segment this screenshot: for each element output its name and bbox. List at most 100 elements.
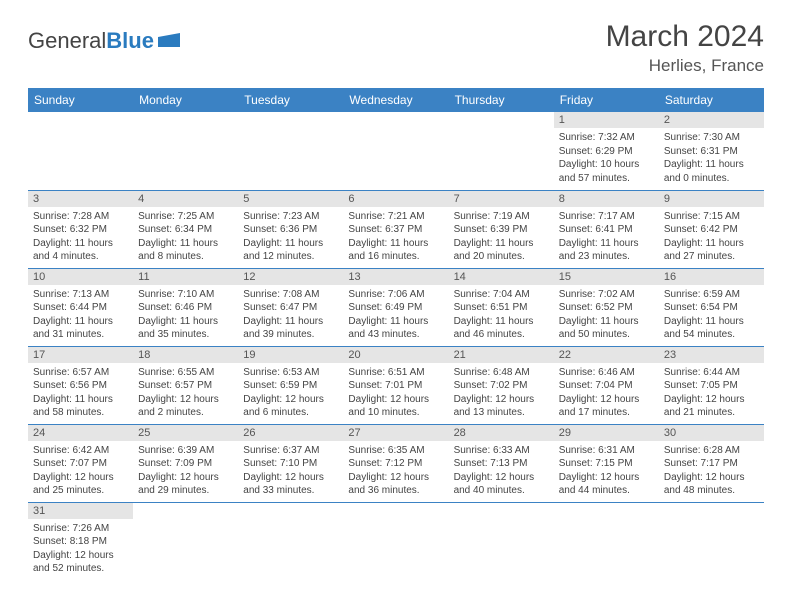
day-number: 9 (659, 191, 764, 207)
day-details: Sunrise: 6:51 AMSunset: 7:01 PMDaylight:… (343, 363, 448, 423)
day-detail-line: Daylight: 12 hours (664, 393, 759, 407)
day-number: 1 (554, 112, 659, 128)
day-details: Sunrise: 7:21 AMSunset: 6:37 PMDaylight:… (343, 207, 448, 267)
weekday-header: Saturday (659, 88, 764, 112)
day-detail-line: Sunset: 7:02 PM (454, 379, 549, 393)
day-detail-line: Sunrise: 6:35 AM (348, 444, 443, 458)
calendar-cell-empty (238, 502, 343, 580)
day-detail-line: Daylight: 12 hours (348, 471, 443, 485)
day-detail-line: Sunset: 7:15 PM (559, 457, 654, 471)
brand-part1: General (28, 28, 106, 53)
day-detail-line: Daylight: 10 hours (559, 158, 654, 172)
calendar-cell: 1Sunrise: 7:32 AMSunset: 6:29 PMDaylight… (554, 112, 659, 190)
day-detail-line: and 8 minutes. (138, 250, 233, 264)
day-detail-line: Sunset: 6:51 PM (454, 301, 549, 315)
day-detail-line: Sunset: 6:59 PM (243, 379, 338, 393)
day-detail-line: Daylight: 12 hours (33, 549, 128, 563)
day-detail-line: Sunset: 6:47 PM (243, 301, 338, 315)
calendar-cell-empty (449, 112, 554, 190)
calendar-cell-empty (343, 112, 448, 190)
day-number: 6 (343, 191, 448, 207)
day-details: Sunrise: 7:10 AMSunset: 6:46 PMDaylight:… (133, 285, 238, 345)
day-detail-line: and 0 minutes. (664, 172, 759, 186)
day-detail-line: Daylight: 11 hours (454, 237, 549, 251)
calendar-cell: 31Sunrise: 7:26 AMSunset: 8:18 PMDayligh… (28, 502, 133, 580)
calendar-cell: 25Sunrise: 6:39 AMSunset: 7:09 PMDayligh… (133, 424, 238, 502)
day-detail-line: Sunrise: 6:53 AM (243, 366, 338, 380)
day-details: Sunrise: 7:17 AMSunset: 6:41 PMDaylight:… (554, 207, 659, 267)
day-details: Sunrise: 7:06 AMSunset: 6:49 PMDaylight:… (343, 285, 448, 345)
day-detail-line: Daylight: 12 hours (559, 393, 654, 407)
day-details: Sunrise: 7:04 AMSunset: 6:51 PMDaylight:… (449, 285, 554, 345)
calendar-cell: 13Sunrise: 7:06 AMSunset: 6:49 PMDayligh… (343, 268, 448, 346)
calendar-cell-empty (659, 502, 764, 580)
flag-icon (158, 33, 180, 49)
day-details: Sunrise: 6:42 AMSunset: 7:07 PMDaylight:… (28, 441, 133, 501)
day-detail-line: and 46 minutes. (454, 328, 549, 342)
day-details: Sunrise: 7:32 AMSunset: 6:29 PMDaylight:… (554, 128, 659, 188)
day-detail-line: Sunset: 6:31 PM (664, 145, 759, 159)
header: GeneralBlue March 2024 Herlies, France (28, 20, 764, 76)
day-detail-line: Daylight: 11 hours (138, 237, 233, 251)
day-detail-line: Sunset: 6:36 PM (243, 223, 338, 237)
day-detail-line: Sunset: 7:01 PM (348, 379, 443, 393)
calendar-cell-empty (133, 112, 238, 190)
day-number: 7 (449, 191, 554, 207)
day-number: 25 (133, 425, 238, 441)
day-detail-line: Sunrise: 7:28 AM (33, 210, 128, 224)
day-detail-line: Sunrise: 7:23 AM (243, 210, 338, 224)
day-detail-line: Sunrise: 6:33 AM (454, 444, 549, 458)
day-details: Sunrise: 7:15 AMSunset: 6:42 PMDaylight:… (659, 207, 764, 267)
day-detail-line: and 33 minutes. (243, 484, 338, 498)
calendar-row: 3Sunrise: 7:28 AMSunset: 6:32 PMDaylight… (28, 190, 764, 268)
day-detail-line: Sunset: 6:57 PM (138, 379, 233, 393)
day-detail-line: and 27 minutes. (664, 250, 759, 264)
day-details: Sunrise: 7:30 AMSunset: 6:31 PMDaylight:… (659, 128, 764, 188)
calendar-cell: 24Sunrise: 6:42 AMSunset: 7:07 PMDayligh… (28, 424, 133, 502)
day-detail-line: Daylight: 11 hours (664, 315, 759, 329)
day-detail-line: and 44 minutes. (559, 484, 654, 498)
day-detail-line: Sunrise: 6:37 AM (243, 444, 338, 458)
day-detail-line: Sunrise: 7:30 AM (664, 131, 759, 145)
day-detail-line: Sunset: 7:13 PM (454, 457, 549, 471)
day-number: 4 (133, 191, 238, 207)
day-detail-line: Sunset: 6:37 PM (348, 223, 443, 237)
day-details: Sunrise: 7:19 AMSunset: 6:39 PMDaylight:… (449, 207, 554, 267)
day-detail-line: Sunrise: 7:15 AM (664, 210, 759, 224)
day-detail-line: Daylight: 11 hours (33, 237, 128, 251)
calendar-cell: 5Sunrise: 7:23 AMSunset: 6:36 PMDaylight… (238, 190, 343, 268)
calendar-cell: 6Sunrise: 7:21 AMSunset: 6:37 PMDaylight… (343, 190, 448, 268)
calendar-cell: 7Sunrise: 7:19 AMSunset: 6:39 PMDaylight… (449, 190, 554, 268)
day-detail-line: and 52 minutes. (33, 562, 128, 576)
day-detail-line: and 39 minutes. (243, 328, 338, 342)
day-detail-line: Sunset: 6:42 PM (664, 223, 759, 237)
day-details: Sunrise: 6:53 AMSunset: 6:59 PMDaylight:… (238, 363, 343, 423)
day-detail-line: Sunrise: 7:02 AM (559, 288, 654, 302)
day-detail-line: Sunset: 6:54 PM (664, 301, 759, 315)
day-detail-line: Sunrise: 6:57 AM (33, 366, 128, 380)
day-detail-line: and 16 minutes. (348, 250, 443, 264)
day-detail-line: Daylight: 12 hours (243, 471, 338, 485)
day-detail-line: Daylight: 11 hours (664, 237, 759, 251)
day-detail-line: and 57 minutes. (559, 172, 654, 186)
day-detail-line: and 40 minutes. (454, 484, 549, 498)
calendar-cell: 15Sunrise: 7:02 AMSunset: 6:52 PMDayligh… (554, 268, 659, 346)
day-number: 22 (554, 347, 659, 363)
weekday-header: Monday (133, 88, 238, 112)
calendar-cell-empty (238, 112, 343, 190)
day-number: 11 (133, 269, 238, 285)
calendar-cell-empty (28, 112, 133, 190)
calendar-row: 10Sunrise: 7:13 AMSunset: 6:44 PMDayligh… (28, 268, 764, 346)
day-detail-line: Sunset: 7:17 PM (664, 457, 759, 471)
day-details: Sunrise: 7:02 AMSunset: 6:52 PMDaylight:… (554, 285, 659, 345)
calendar-table: SundayMondayTuesdayWednesdayThursdayFrid… (28, 88, 764, 580)
calendar-row: 24Sunrise: 6:42 AMSunset: 7:07 PMDayligh… (28, 424, 764, 502)
day-detail-line: Sunrise: 6:48 AM (454, 366, 549, 380)
day-detail-line: and 6 minutes. (243, 406, 338, 420)
day-details: Sunrise: 6:39 AMSunset: 7:09 PMDaylight:… (133, 441, 238, 501)
day-detail-line: Sunset: 6:39 PM (454, 223, 549, 237)
day-details: Sunrise: 6:33 AMSunset: 7:13 PMDaylight:… (449, 441, 554, 501)
day-detail-line: Sunset: 6:44 PM (33, 301, 128, 315)
day-detail-line: Sunset: 6:34 PM (138, 223, 233, 237)
day-detail-line: Daylight: 12 hours (243, 393, 338, 407)
